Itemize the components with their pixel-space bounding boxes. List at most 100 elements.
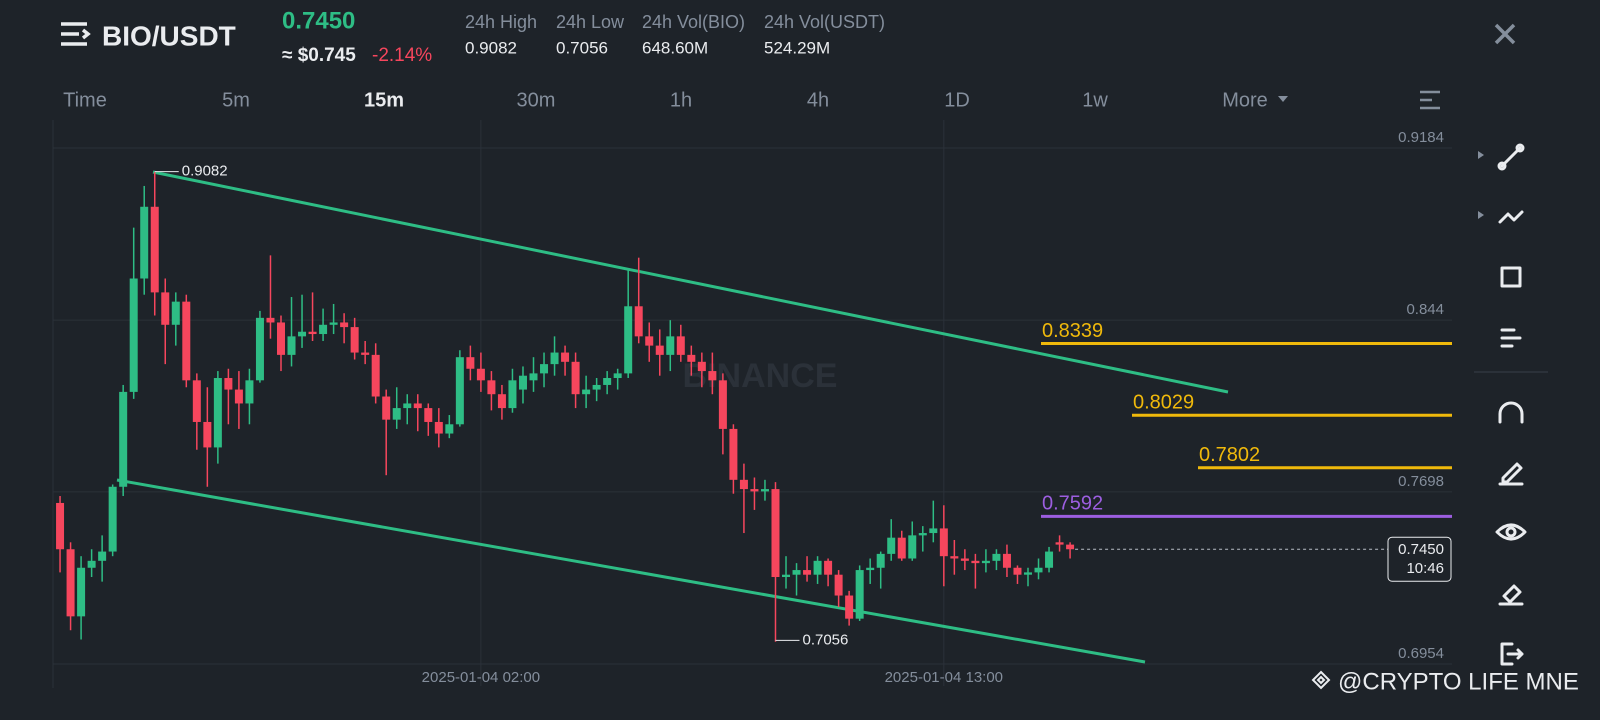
trendline xyxy=(152,170,1229,394)
candle-body xyxy=(550,352,559,365)
candle-body xyxy=(497,394,506,409)
candle-body xyxy=(824,560,833,575)
more-caret xyxy=(1278,96,1288,102)
candle-body xyxy=(887,537,896,554)
stat-value: 0.9082 xyxy=(465,38,517,57)
y-tick-label: 0.6954 xyxy=(1398,645,1444,662)
candle-body xyxy=(287,336,296,355)
timeframe-tab[interactable]: 1D xyxy=(944,89,970,111)
candle-body xyxy=(224,378,233,390)
candle-body xyxy=(739,479,748,490)
candle-body xyxy=(171,301,180,325)
timeframe-tab[interactable]: 1w xyxy=(1082,89,1108,111)
candle-body xyxy=(382,396,391,420)
visibility-tool[interactable] xyxy=(1495,523,1527,541)
shape-tool[interactable] xyxy=(1500,266,1522,288)
price-level-label: 0.7592 xyxy=(1042,493,1103,515)
timeframe-tab[interactable]: 30m xyxy=(517,89,556,111)
timeframe-tab[interactable]: Time xyxy=(63,89,107,111)
candle-body xyxy=(340,322,349,328)
candle-body xyxy=(529,373,538,381)
grid xyxy=(53,120,1452,686)
candle-body xyxy=(697,361,706,372)
price-level-label: 0.8029 xyxy=(1133,392,1194,414)
price-level-label: 0.8339 xyxy=(1042,320,1103,342)
candle-body xyxy=(424,408,433,422)
magnet-tool[interactable] xyxy=(1498,401,1524,424)
eraser-tool[interactable] xyxy=(1498,584,1524,606)
stat-label: 24h Vol(USDT) xyxy=(764,12,885,32)
timeframe-tab[interactable]: 5m xyxy=(222,89,250,111)
candle-body xyxy=(413,403,422,409)
candle-body xyxy=(971,560,980,564)
candle-body xyxy=(918,533,927,536)
timeframe-tab[interactable]: 15m xyxy=(364,89,404,111)
candle-body xyxy=(540,364,549,374)
high-marker-label: 0.9082 xyxy=(182,163,228,180)
candle-body xyxy=(161,292,170,325)
candle-body xyxy=(487,380,496,395)
stat-label: 24h Low xyxy=(556,12,625,32)
line-tool[interactable] xyxy=(1497,143,1525,171)
candle-body xyxy=(56,502,65,550)
candle-body xyxy=(434,421,443,434)
candle-body xyxy=(729,428,738,480)
candle-body xyxy=(445,424,454,434)
candle-body xyxy=(897,537,906,559)
candle-body xyxy=(455,357,464,425)
stat-value: 648.60M xyxy=(642,38,708,57)
candle-body xyxy=(98,551,107,561)
candle-body xyxy=(992,553,1001,561)
candle-body xyxy=(845,595,854,619)
countdown: 10:46 xyxy=(1406,560,1444,577)
timeframe-tab[interactable]: 1h xyxy=(670,89,692,111)
last-price-box xyxy=(1387,536,1452,582)
change: -2.14% xyxy=(372,45,432,66)
candle-body xyxy=(866,567,875,571)
stat-label: 24h High xyxy=(465,12,537,32)
candle-body xyxy=(718,380,727,429)
toolbar xyxy=(1474,143,1548,666)
candle-body xyxy=(329,322,338,325)
candle-body xyxy=(655,345,664,355)
candle-body xyxy=(929,528,938,534)
pair[interactable]: BIO/USDT xyxy=(102,20,236,51)
candle-body xyxy=(255,317,264,381)
candle-body xyxy=(708,371,717,381)
menu-icon[interactable] xyxy=(61,22,91,46)
candle-body xyxy=(361,352,370,355)
candle-body xyxy=(634,306,643,337)
candle-body xyxy=(582,389,591,395)
candle-body xyxy=(245,380,254,404)
candle-body xyxy=(1055,542,1064,545)
fib-tool[interactable] xyxy=(1498,210,1524,224)
pen-tool[interactable] xyxy=(1498,462,1524,486)
candle-body xyxy=(561,352,570,362)
candle-body xyxy=(813,560,822,575)
timeframe-tab[interactable]: More xyxy=(1222,89,1268,111)
settings-icon[interactable] xyxy=(1420,90,1440,110)
y-tick-label: 0.9184 xyxy=(1398,129,1444,146)
candle-body xyxy=(77,567,86,617)
x-tick-label: 2025-01-04 13:00 xyxy=(885,669,1003,686)
exit-tool[interactable] xyxy=(1500,642,1524,666)
close-button[interactable] xyxy=(1494,23,1516,45)
candle-body xyxy=(782,574,791,578)
stat-label: 24h Vol(BIO) xyxy=(642,12,745,32)
stat-value: 524.29M xyxy=(764,38,830,57)
candle-body xyxy=(403,403,412,409)
candle-body xyxy=(308,331,317,335)
position-tool[interactable] xyxy=(1500,328,1522,348)
candle-body xyxy=(466,357,475,369)
price-level-label: 0.7802 xyxy=(1199,444,1260,466)
candle-body xyxy=(203,421,212,448)
price: 0.7450 xyxy=(282,7,355,34)
candle-body xyxy=(624,306,633,374)
candle-body xyxy=(350,327,359,353)
timeframe-tab[interactable]: 4h xyxy=(807,89,829,111)
trendline xyxy=(116,478,1146,664)
approx-price: ≈ $0.745 xyxy=(282,45,356,66)
candle-body xyxy=(298,331,307,337)
candle-body xyxy=(234,389,243,404)
